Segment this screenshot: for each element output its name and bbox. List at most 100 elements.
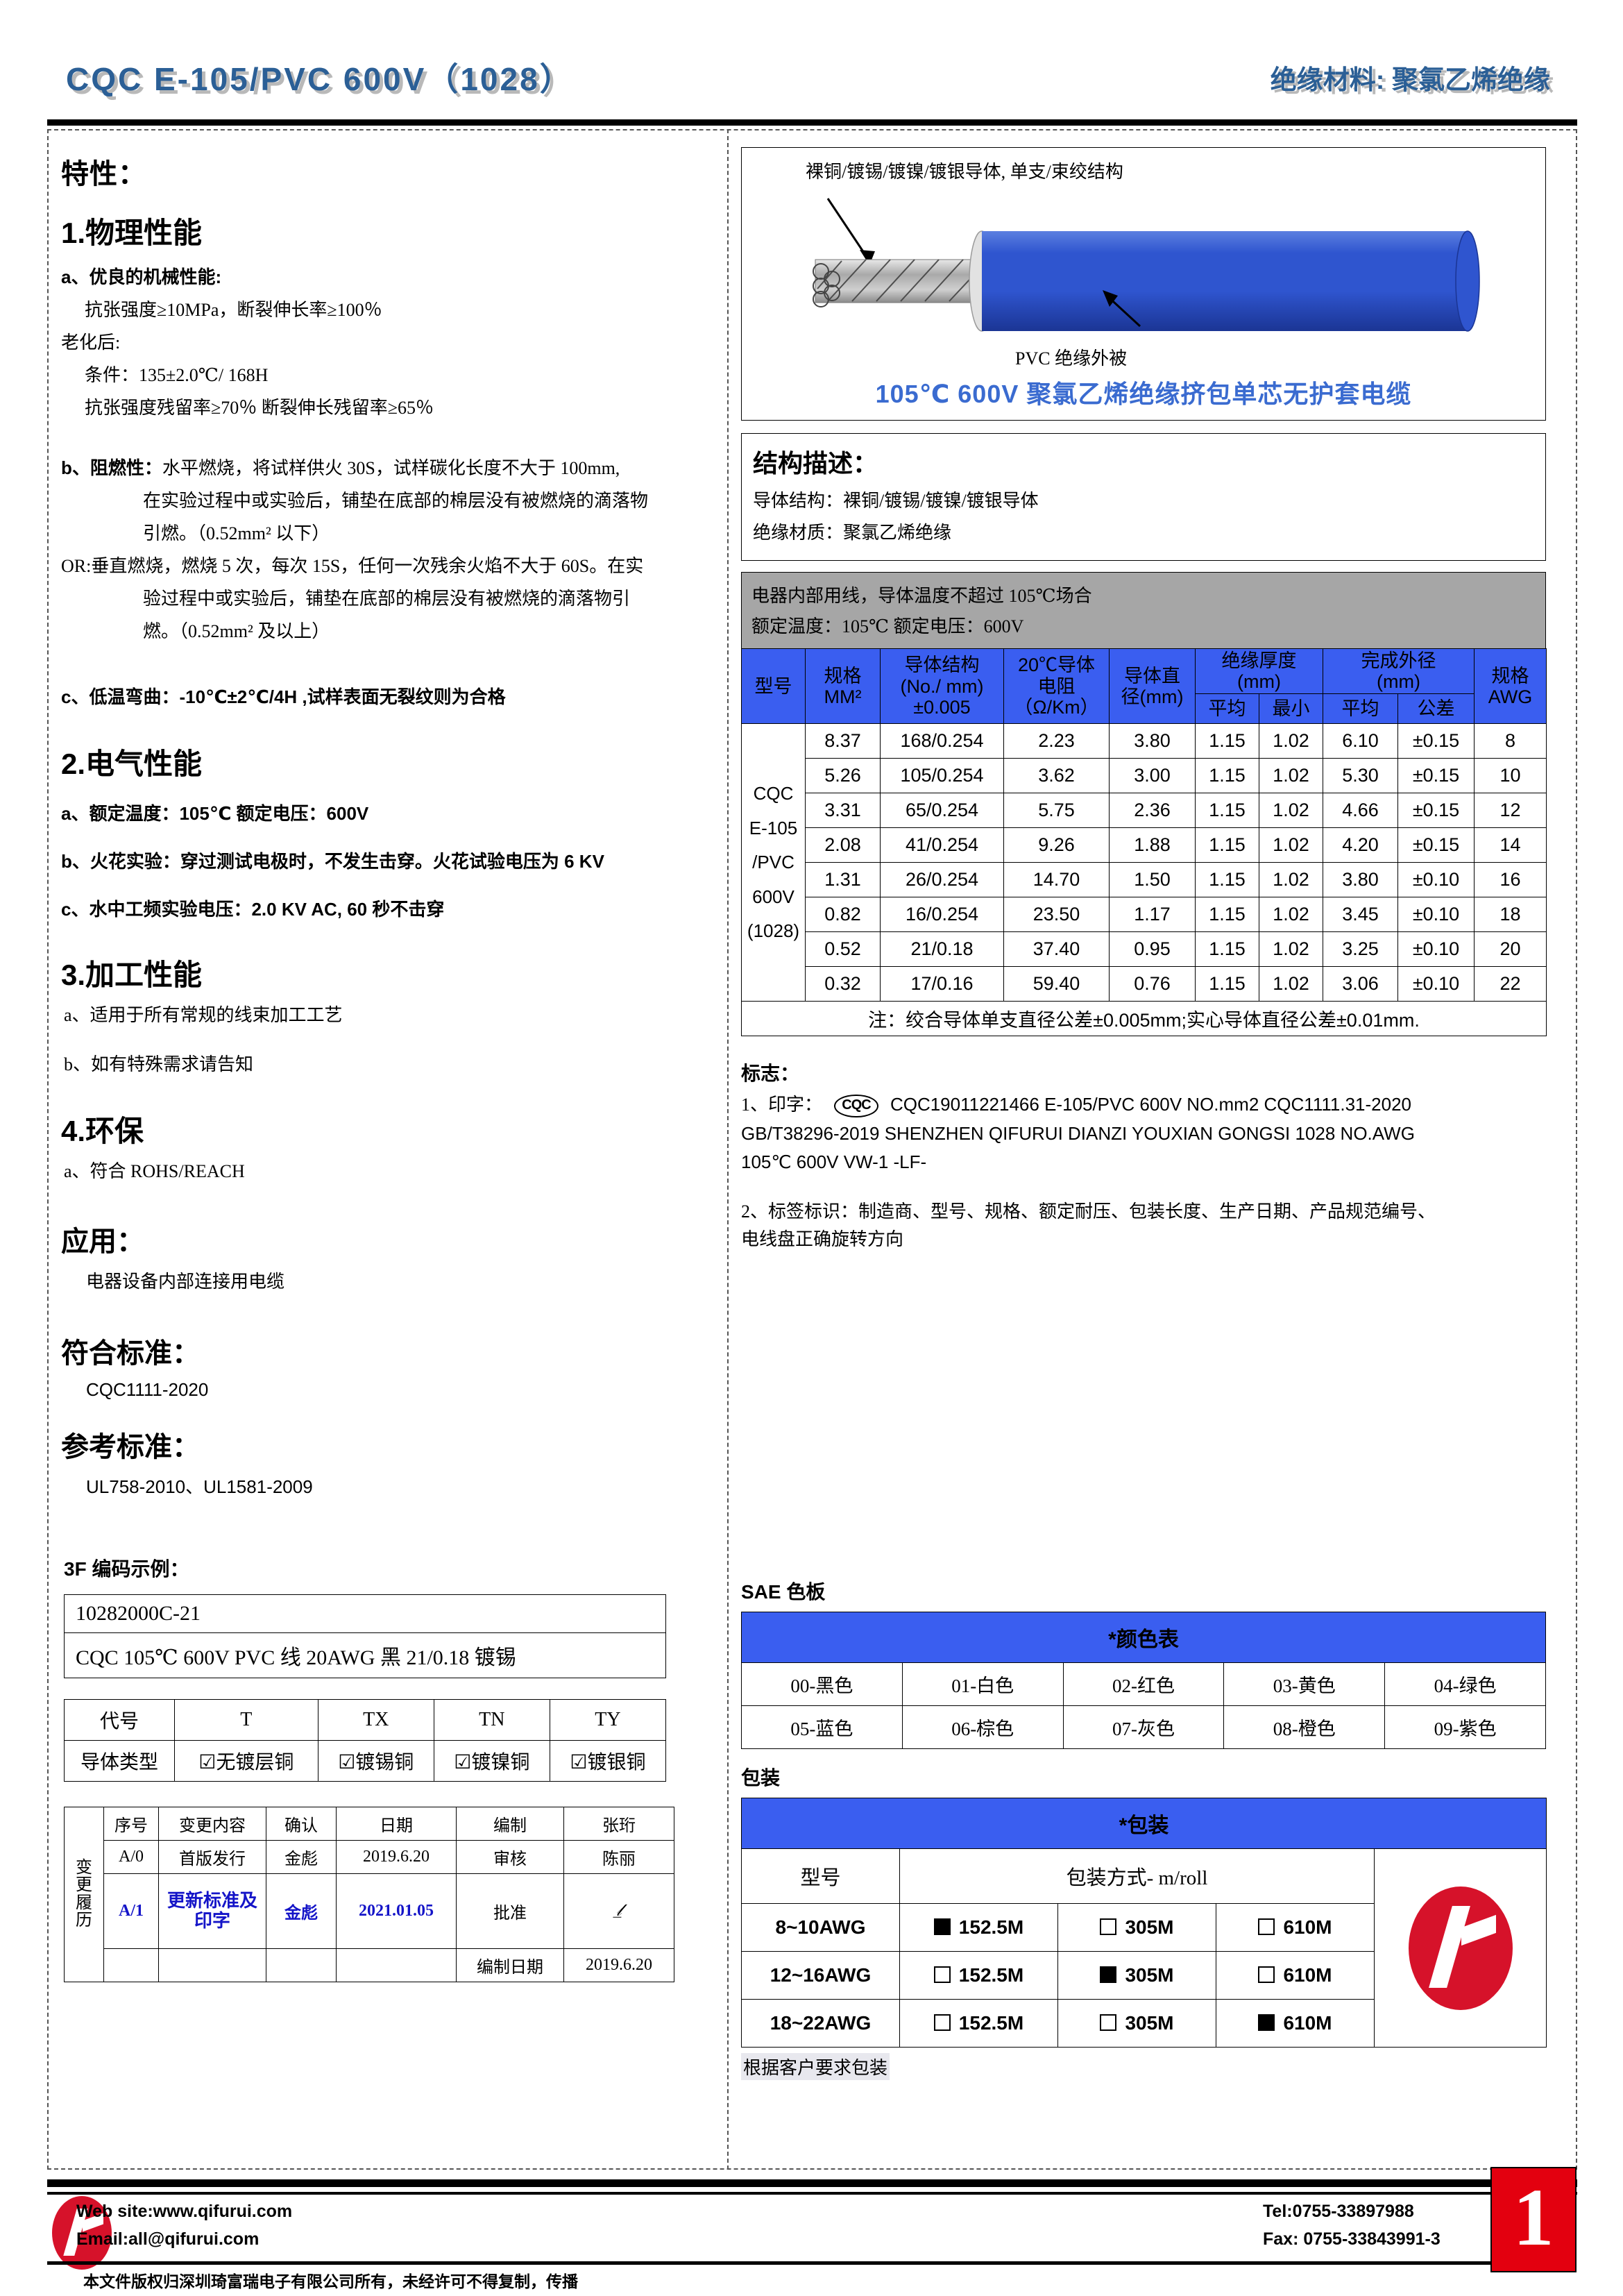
application-heading: 应用：: [61, 1226, 144, 1257]
s1b-line3: 引燃。（0.52mm² 以下）: [143, 523, 330, 543]
rev-confirm: 金彪: [266, 1840, 337, 1874]
cell-construction: 168/0.254: [880, 723, 1004, 759]
rev-name: 2019.6.20: [563, 1948, 674, 1982]
footer-website[interactable]: Web site:www.qifurui.com: [76, 2202, 293, 2221]
checkbox-icon[interactable]: ☑: [570, 1752, 588, 1773]
cell-out-avg: 4.66: [1323, 793, 1398, 829]
cell-out-avg: 3.25: [1323, 931, 1398, 968]
specification-table: 型号 规格 MM² 导体结构 (No./ mm) ±0.005 20℃导体 电阻 （Ω/K…: [741, 648, 1547, 1037]
marking-line-2: GB/T38296-2019 SHENZHEN QIFURUI DIANZI Y…: [741, 1123, 1415, 1145]
packaging-header-row: *包装: [740, 1798, 1547, 1850]
checkbox-icon[interactable]: [933, 1966, 951, 1984]
cell-size: 0.82: [805, 897, 881, 933]
cell-diameter: 0.76: [1109, 966, 1196, 1002]
cell-diameter: 1.50: [1109, 862, 1196, 898]
cell-out-avg: 4.20: [1323, 827, 1398, 863]
footer-copyright: 本文件版权归深圳琦富瑞电子有限公司所有，未经许可不得复制，传播: [83, 2273, 578, 2290]
color-cell: 02-红色: [1062, 1662, 1225, 1707]
rev-col-content: 变更内容: [158, 1807, 266, 1841]
checkbox-icon[interactable]: ☑: [338, 1752, 356, 1773]
cell-out-avg: 6.10: [1323, 723, 1398, 759]
cell-out-avg: 3.45: [1323, 897, 1398, 933]
pack-model: 18~22AWG: [741, 1999, 900, 2048]
table-row: 05-蓝色 06-棕色 07-灰色 08-橙色 09-紫色: [741, 1705, 1546, 1750]
cell-size: 2.08: [805, 827, 881, 863]
cell-ins-avg: 1.15: [1195, 862, 1259, 898]
checkbox-icon[interactable]: [1100, 1966, 1117, 1984]
structure-description-box: 结构描述： 导体结构：裸铜/镀锡/镀镍/镀银导体 绝缘材质：聚氯乙烯绝缘: [741, 433, 1546, 561]
conductor-type-label: 导体类型: [64, 1740, 175, 1782]
type-table-value-row: 导体类型 ☑无镀层铜 ☑镀锡铜 ☑镀镍铜 ☑镀银铜: [64, 1740, 667, 1782]
cell-construction: 21/0.18: [880, 931, 1004, 968]
col-ins-avg: 平均: [1195, 693, 1259, 725]
color-cell: 05-蓝色: [741, 1705, 903, 1750]
type-option-tn[interactable]: ☑镀镍铜: [433, 1740, 550, 1782]
cell-diameter: 1.17: [1109, 897, 1196, 933]
packaging-subheader-row: 型号 包装方式- m/roll: [741, 1848, 1547, 2048]
type-option-tx[interactable]: ☑镀锡铜: [317, 1740, 434, 1782]
footer-rule-top: [47, 2179, 1577, 2187]
checkbox-icon[interactable]: [933, 2014, 951, 2032]
rev-confirm: 金彪: [266, 1873, 337, 1949]
col-insulation-group: 绝缘厚度 (mm): [1195, 648, 1323, 695]
marking-print-line: 1、印字： CQC CQC19011221466 E-105/PVC 600V …: [741, 1093, 1567, 1118]
cell-ins-avg: 1.15: [1195, 723, 1259, 759]
pack-option[interactable]: 152.5M: [899, 1951, 1058, 2000]
s1b-or-line3: 燃。（0.52mm² 及以上）: [143, 621, 330, 641]
code-example-table: 10282000C-21 CQC 105℃ 600V PVC 线 20AWG 黑…: [64, 1594, 666, 1678]
cell-size: 0.52: [805, 931, 881, 968]
checkbox-icon[interactable]: [1100, 2014, 1117, 2032]
checkbox-icon[interactable]: [933, 1918, 951, 1936]
cable-svg: [813, 198, 1480, 332]
structure-insulation: 绝缘材质：聚氯乙烯绝缘: [753, 523, 952, 543]
pack-option[interactable]: 610M: [1216, 1951, 1375, 2000]
cell-ins-min: 1.02: [1259, 827, 1323, 863]
rev-no: A/0: [103, 1840, 159, 1874]
cell-ins-min: 1.02: [1259, 758, 1323, 794]
type-option-t[interactable]: ☑无镀层铜: [174, 1740, 318, 1782]
type-option-ty[interactable]: ☑镀银铜: [549, 1740, 667, 1782]
cell-size: 3.31: [805, 793, 881, 829]
s1b-or-line2: 验过程中或实验后，铺垫在底部的棉层没有被燃烧的滴落物引: [143, 589, 631, 609]
rev-role: 审核: [456, 1840, 564, 1874]
checkbox-icon[interactable]: [1100, 1918, 1117, 1936]
checkbox-icon[interactable]: [1258, 1966, 1275, 1984]
pack-option[interactable]: 610M: [1216, 1903, 1375, 1952]
checkbox-icon[interactable]: [1258, 2014, 1275, 2032]
qifurui-logo-icon: [1408, 1886, 1513, 2010]
cell-awg: 18: [1474, 897, 1547, 933]
s4a-line: a、符合 ROHS/REACH: [64, 1161, 245, 1181]
pack-option[interactable]: 305M: [1057, 1951, 1216, 2000]
pack-option[interactable]: 152.5M: [899, 1999, 1058, 2048]
footer-rule-bottom: [47, 2261, 1532, 2265]
checkbox-icon[interactable]: ☑: [454, 1752, 472, 1773]
type-table-header-row: 代号 T TX TN TY: [64, 1699, 667, 1741]
section-1-heading: 1.物理性能: [61, 217, 203, 249]
packaging-table: *包装 型号 包装方式- m/roll 8~10AWG 152.5M 305M …: [740, 1798, 1547, 2048]
sae-heading: SAE 色板: [741, 1581, 826, 1603]
pack-option[interactable]: 305M: [1057, 1999, 1216, 2048]
page-number-badge: 1: [1490, 2167, 1577, 2272]
s2b-line: b、火花实验：穿过测试电极时，不发生击穿。火花试验电压为 6 KV: [61, 851, 604, 872]
footer-email[interactable]: Email:all@qifurui.com: [76, 2229, 260, 2249]
pack-option[interactable]: 610M: [1216, 1999, 1375, 2048]
code-line-1: 10282000C-21: [64, 1594, 666, 1633]
type-code-label: 代号: [64, 1699, 175, 1741]
cell-out-tol: ±0.15: [1397, 793, 1475, 829]
pack-option[interactable]: 305M: [1057, 1903, 1216, 1952]
checkbox-icon[interactable]: ☑: [198, 1752, 216, 1773]
conform-heading: 符合标准：: [61, 1338, 200, 1369]
cable-illustration: [751, 183, 1536, 343]
cell-out-tol: ±0.15: [1397, 723, 1475, 759]
rev-no: A/1: [103, 1873, 159, 1949]
checkbox-icon[interactable]: [1258, 1918, 1275, 1936]
right-column: 裸铜/镀锡/镀镍/镀银导体, 单支/束绞结构: [740, 136, 1567, 2081]
pack-option[interactable]: 152.5M: [899, 1903, 1058, 1952]
s1a-line3: 条件：135±2.0℃/ 168H: [85, 365, 269, 385]
header-rule: [47, 119, 1577, 126]
cell-resistance: 59.40: [1003, 966, 1110, 1002]
section-3-heading: 3.加工性能: [61, 959, 203, 991]
signature-mark: 𝓁̲: [563, 1873, 674, 1949]
table-row: 2.08 41/0.254 9.26 1.88 1.15 1.02 4.20 ±…: [742, 827, 1547, 863]
